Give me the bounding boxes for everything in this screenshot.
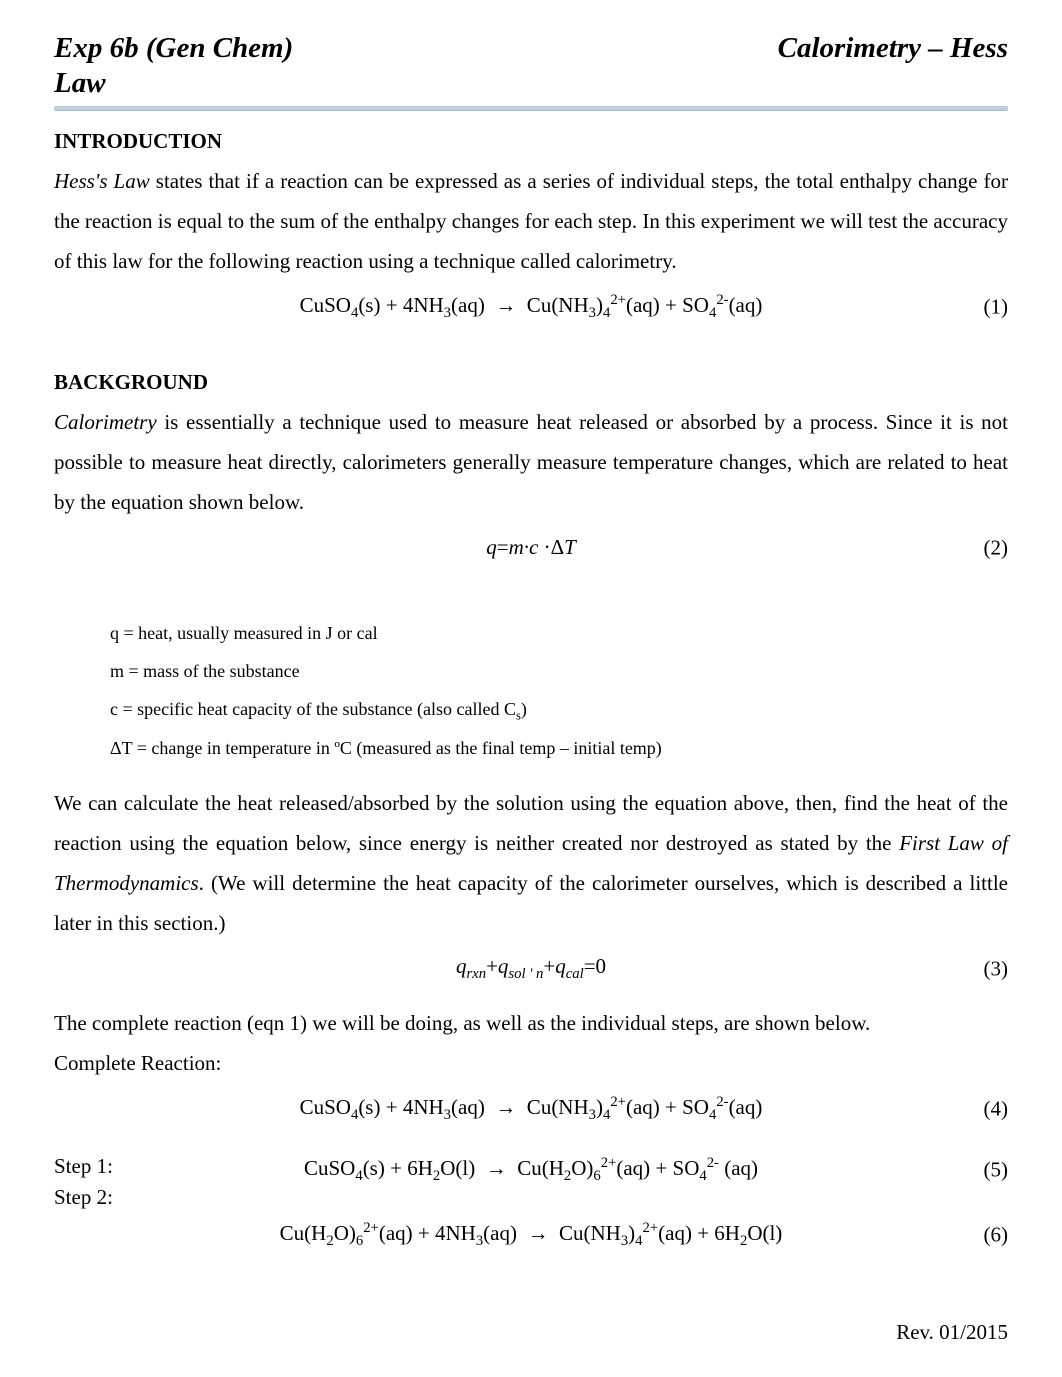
header-right: Calorimetry – Hess <box>778 32 1008 65</box>
variable-definitions: q = heat, usually measured in J or cal m… <box>110 615 1008 767</box>
def-c: c = specific heat capacity of the substa… <box>110 691 1008 729</box>
equation-5: CuSO4(s) + 6H2O(l) → Cu(H2O)62+(aq) + SO… <box>54 1155 1008 1185</box>
header-sub: Law <box>54 67 1008 100</box>
equation-6: Cu(H2O)62+(aq) + 4NH3(aq) → Cu(NH3)42+(a… <box>54 1220 1008 1250</box>
equation-1-number: (1) <box>984 294 1009 319</box>
equation-3: qrxn+qsol ' n+qcal=0 (3) <box>54 954 1008 984</box>
def-q: q = heat, usually measured in J or cal <box>110 615 1008 651</box>
equation-3-text: qrxn+qsol ' n+qcal=0 <box>456 954 606 983</box>
equation-5-text: CuSO4(s) + 6H2O(l) → Cu(H2O)62+(aq) + SO… <box>304 1155 758 1185</box>
equation-2-text: q=m·c ·ΔT <box>486 535 576 560</box>
equation-4-text: CuSO4(s) + 4NH3(aq) → Cu(NH3)42+(aq) + S… <box>300 1094 763 1124</box>
equation-2: q=m·c ·ΔT (2) <box>54 533 1008 563</box>
header-rule <box>54 106 1008 111</box>
def-dt: ΔT = change in temperature in ºC (measur… <box>110 730 1008 766</box>
equation-4-number: (4) <box>984 1096 1009 1121</box>
background-heading: BACKGROUND <box>54 370 1008 395</box>
header-left: Exp 6b (Gen Chem) <box>54 32 293 65</box>
equation-3-number: (3) <box>984 956 1009 981</box>
equation-1-text: CuSO4(s) + 4NH3(aq) → Cu(NH3)42+(aq) + S… <box>300 292 763 322</box>
equation-6-text: Cu(H2O)62+(aq) + 4NH3(aq) → Cu(NH3)42+(a… <box>280 1220 783 1250</box>
step-2-label: Step 2: <box>54 1185 1008 1210</box>
calc-paragraph: We can calculate the heat released/absor… <box>54 784 1008 944</box>
introduction-paragraph: Hess's Law states that if a reaction can… <box>54 162 1008 282</box>
equation-5-number: (5) <box>984 1157 1009 1182</box>
def-m: m = mass of the substance <box>110 653 1008 689</box>
complete-reaction-label: Complete Reaction: <box>54 1044 1008 1084</box>
equation-6-number: (6) <box>984 1223 1009 1248</box>
equation-2-number: (2) <box>984 535 1009 560</box>
revision-footer: Rev. 01/2015 <box>896 1320 1008 1345</box>
complete-reaction-intro: The complete reaction (eqn 1) we will be… <box>54 1004 1008 1044</box>
page-header: Exp 6b (Gen Chem) Calorimetry – Hess <box>54 32 1008 65</box>
background-paragraph: Calorimetry is essentially a technique u… <box>54 403 1008 523</box>
equation-1: CuSO4(s) + 4NH3(aq) → Cu(NH3)42+(aq) + S… <box>54 292 1008 322</box>
introduction-heading: INTRODUCTION <box>54 129 1008 154</box>
equation-4: CuSO4(s) + 4NH3(aq) → Cu(NH3)42+(aq) + S… <box>54 1094 1008 1124</box>
